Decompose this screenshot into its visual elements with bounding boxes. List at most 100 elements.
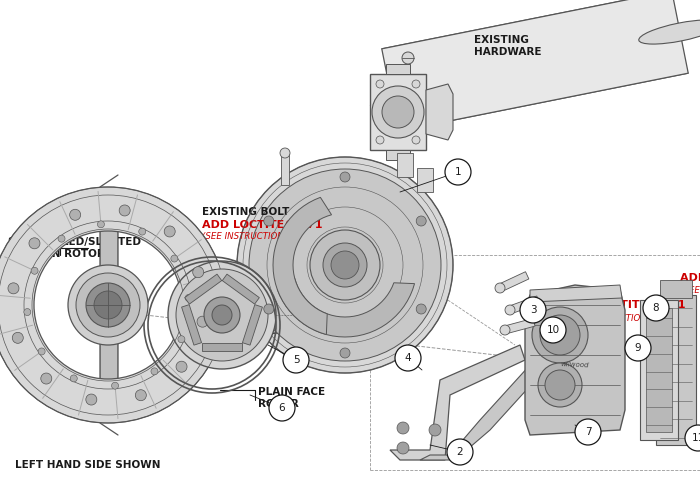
Polygon shape bbox=[273, 197, 332, 335]
Polygon shape bbox=[498, 272, 529, 292]
Circle shape bbox=[249, 169, 441, 361]
Circle shape bbox=[340, 348, 350, 358]
Circle shape bbox=[119, 205, 130, 216]
Circle shape bbox=[500, 325, 510, 335]
Text: 9: 9 bbox=[635, 343, 641, 353]
Polygon shape bbox=[181, 305, 202, 345]
Circle shape bbox=[58, 235, 65, 242]
Circle shape bbox=[402, 52, 414, 64]
Circle shape bbox=[538, 363, 582, 407]
Text: wilwood: wilwood bbox=[561, 361, 589, 369]
Polygon shape bbox=[370, 74, 426, 150]
Polygon shape bbox=[386, 150, 410, 160]
Circle shape bbox=[575, 419, 601, 445]
Circle shape bbox=[340, 172, 350, 182]
Circle shape bbox=[540, 315, 580, 355]
Text: EXISTING
HARDWARE: EXISTING HARDWARE bbox=[474, 35, 542, 57]
Circle shape bbox=[280, 148, 290, 158]
Polygon shape bbox=[242, 305, 262, 345]
Polygon shape bbox=[530, 285, 622, 302]
Circle shape bbox=[520, 297, 546, 323]
Circle shape bbox=[76, 273, 140, 337]
Circle shape bbox=[545, 370, 575, 400]
Text: 10: 10 bbox=[547, 325, 559, 335]
Circle shape bbox=[171, 255, 178, 262]
Circle shape bbox=[264, 216, 274, 226]
Polygon shape bbox=[656, 295, 696, 445]
Circle shape bbox=[31, 267, 38, 274]
Circle shape bbox=[97, 221, 104, 228]
Polygon shape bbox=[185, 274, 222, 304]
Polygon shape bbox=[202, 343, 242, 351]
Polygon shape bbox=[397, 153, 413, 177]
Circle shape bbox=[8, 283, 19, 294]
Polygon shape bbox=[390, 345, 525, 460]
Circle shape bbox=[495, 283, 505, 293]
Circle shape bbox=[164, 226, 175, 237]
Circle shape bbox=[416, 216, 426, 226]
Circle shape bbox=[382, 96, 414, 128]
Polygon shape bbox=[525, 285, 625, 435]
Polygon shape bbox=[217, 293, 307, 337]
Circle shape bbox=[29, 238, 40, 249]
Polygon shape bbox=[504, 318, 535, 334]
Circle shape bbox=[68, 265, 148, 345]
Circle shape bbox=[685, 425, 700, 451]
Circle shape bbox=[540, 317, 566, 343]
Polygon shape bbox=[417, 168, 433, 192]
Text: SRP DRILLED/SLOTTED
PATTERN ROTOR: SRP DRILLED/SLOTTED PATTERN ROTOR bbox=[8, 237, 141, 259]
Circle shape bbox=[139, 228, 146, 235]
Circle shape bbox=[212, 305, 232, 325]
Polygon shape bbox=[660, 280, 692, 298]
Circle shape bbox=[429, 424, 441, 436]
Text: EXISTING BOLT: EXISTING BOLT bbox=[202, 207, 289, 217]
Circle shape bbox=[447, 439, 473, 465]
Polygon shape bbox=[277, 278, 414, 337]
Circle shape bbox=[412, 136, 420, 144]
Text: ADD LOCTITE® 271: ADD LOCTITE® 271 bbox=[202, 220, 323, 230]
Polygon shape bbox=[646, 308, 672, 432]
Text: 1: 1 bbox=[455, 167, 461, 177]
Text: LEFT HAND SIDE SHOWN: LEFT HAND SIDE SHOWN bbox=[15, 460, 160, 470]
Circle shape bbox=[283, 347, 309, 373]
Ellipse shape bbox=[639, 20, 700, 44]
Polygon shape bbox=[382, 0, 688, 131]
Circle shape bbox=[70, 209, 80, 220]
Polygon shape bbox=[509, 296, 540, 314]
Circle shape bbox=[186, 294, 192, 302]
Circle shape bbox=[86, 394, 97, 405]
Circle shape bbox=[41, 373, 52, 384]
Text: 4: 4 bbox=[405, 353, 412, 363]
Circle shape bbox=[178, 336, 185, 343]
Text: 8: 8 bbox=[652, 303, 659, 313]
Polygon shape bbox=[386, 64, 410, 74]
Circle shape bbox=[151, 368, 158, 375]
Circle shape bbox=[376, 136, 384, 144]
Circle shape bbox=[416, 304, 426, 314]
Circle shape bbox=[176, 269, 268, 361]
Circle shape bbox=[310, 230, 380, 300]
Polygon shape bbox=[281, 153, 289, 185]
Text: 6: 6 bbox=[279, 403, 286, 413]
Circle shape bbox=[24, 308, 31, 315]
Text: PLAIN FACE
ROTOR: PLAIN FACE ROTOR bbox=[258, 387, 325, 409]
Circle shape bbox=[197, 316, 208, 327]
Circle shape bbox=[13, 332, 23, 343]
Text: 11: 11 bbox=[692, 433, 700, 443]
Circle shape bbox=[643, 295, 669, 321]
Circle shape bbox=[397, 442, 409, 454]
Wedge shape bbox=[0, 187, 226, 423]
Polygon shape bbox=[426, 84, 453, 140]
Circle shape bbox=[625, 335, 651, 361]
Circle shape bbox=[445, 159, 471, 185]
Circle shape bbox=[532, 307, 588, 363]
Circle shape bbox=[397, 422, 409, 434]
Circle shape bbox=[135, 390, 146, 400]
Circle shape bbox=[237, 157, 453, 373]
Circle shape bbox=[204, 297, 240, 333]
Circle shape bbox=[176, 361, 187, 372]
Text: 5: 5 bbox=[293, 355, 300, 365]
Text: 2: 2 bbox=[456, 447, 463, 457]
Circle shape bbox=[412, 80, 420, 88]
Polygon shape bbox=[223, 274, 259, 304]
